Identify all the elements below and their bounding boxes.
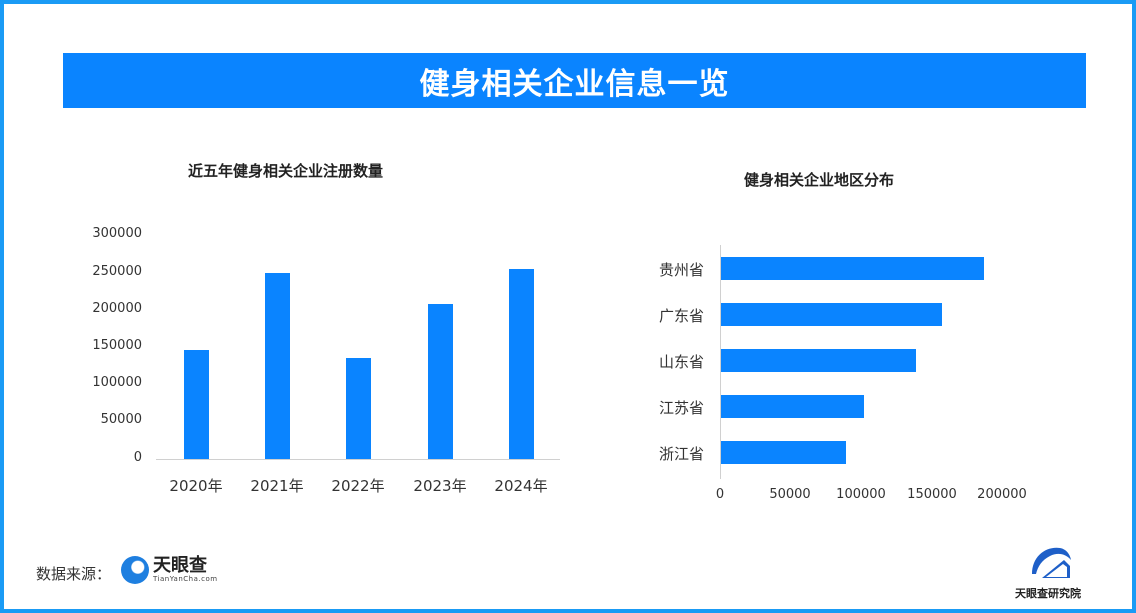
x-tick: 50000	[769, 487, 811, 502]
y-tick: 300000	[92, 226, 142, 241]
y-tick: 200000	[92, 301, 142, 316]
chart-title: 近五年健身相关企业注册数量	[188, 162, 384, 180]
source-label: 数据来源：	[36, 565, 112, 583]
bar-2022	[346, 358, 371, 459]
logo-text-cn: 天眼查	[153, 555, 207, 576]
x-category: 2024年	[494, 477, 548, 495]
y-tick: 150000	[92, 338, 142, 353]
x-category: 2022年	[331, 477, 385, 495]
x-category: 2023年	[413, 477, 467, 495]
x-category: 2020年	[169, 477, 223, 495]
bar-guangdong	[721, 303, 942, 326]
page-title: 健身相关企业信息一览	[419, 66, 730, 102]
bar-2020	[184, 350, 209, 459]
x-category: 2021年	[250, 477, 304, 495]
x-tick: 0	[715, 487, 725, 502]
y-tick: 50000	[100, 412, 142, 427]
y-tick: 100000	[92, 375, 142, 390]
x-tick: 200000	[977, 487, 1027, 502]
bar-guizhou	[721, 257, 984, 280]
title-banner: 健身相关企业信息一览	[63, 53, 1086, 108]
registrations-bar-chart: 近五年健身相关企业注册数量 300000 250000 200000 15000…	[4, 4, 604, 524]
bar-jiangsu	[721, 395, 864, 418]
y-category: 浙江省	[658, 445, 704, 463]
tianyancha-logo: 天眼查 TianYanCha.com	[121, 556, 218, 584]
x-tick: 150000	[907, 487, 957, 502]
bar-zhejiang	[721, 441, 846, 464]
logo-text-en: TianYanCha.com	[153, 575, 218, 583]
y-category: 山东省	[658, 353, 704, 371]
tianyancha-logo-icon	[121, 556, 149, 584]
institute-label: 天眼查研究院	[1015, 587, 1081, 600]
bar-2024	[509, 269, 534, 459]
institute-logo: 天眼查研究院	[1006, 544, 1090, 604]
y-category: 贵州省	[658, 261, 704, 279]
y-axis-line	[720, 245, 721, 479]
y-category: 广东省	[658, 307, 704, 325]
chart-title: 健身相关企业地区分布	[744, 171, 895, 189]
bar-2023	[428, 304, 453, 459]
x-axis-line	[156, 459, 560, 460]
bar-shandong	[721, 349, 916, 372]
y-tick: 0	[133, 450, 142, 465]
institute-logo-icon	[1032, 547, 1071, 578]
y-category: 江苏省	[658, 399, 704, 417]
bar-2021	[265, 273, 290, 459]
y-tick: 250000	[92, 264, 142, 279]
x-tick: 100000	[836, 487, 886, 502]
